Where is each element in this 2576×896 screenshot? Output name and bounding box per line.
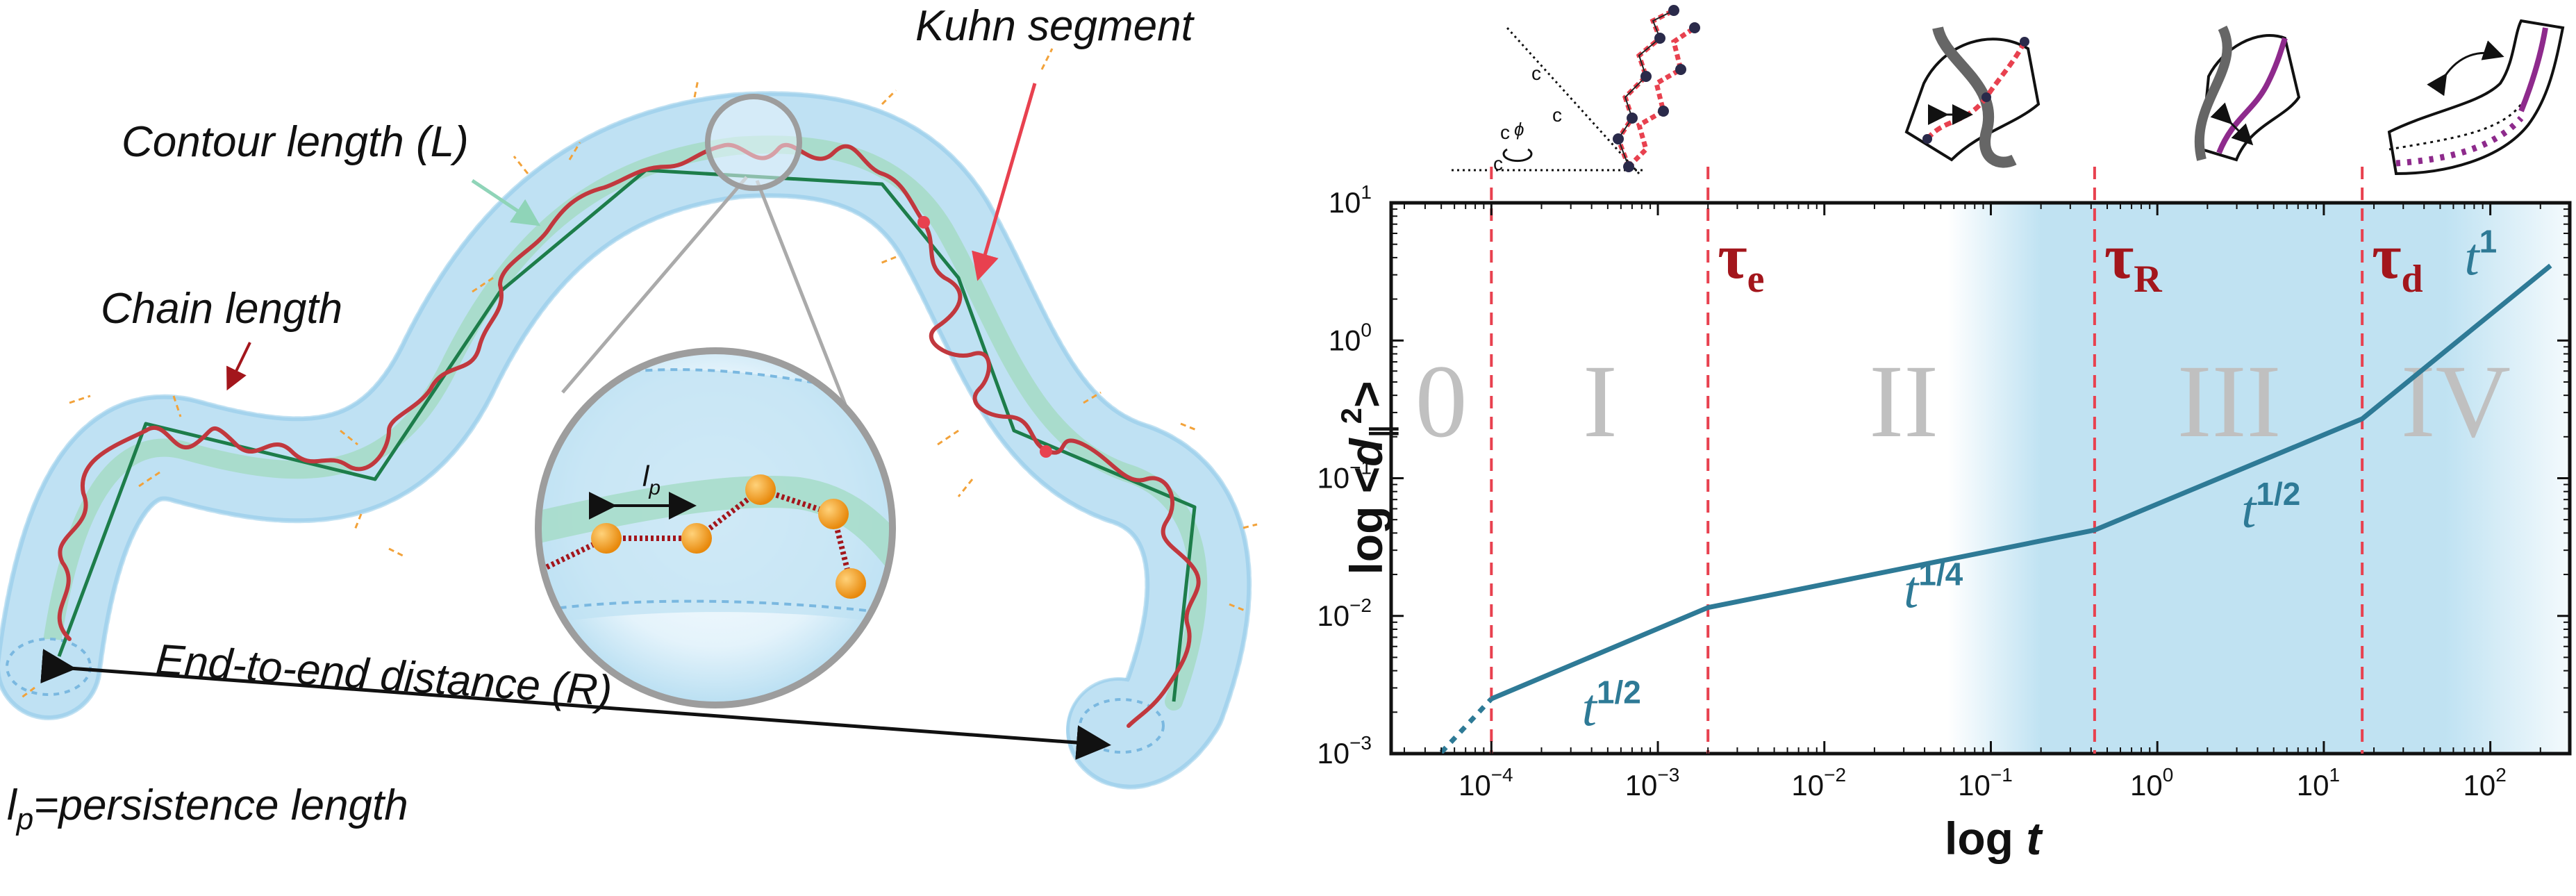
crossover-labels: τe τR τd — [1718, 221, 2423, 301]
shaded-regime — [1947, 203, 2570, 754]
contour-length-label: Contour length (L) — [122, 118, 469, 166]
crossover-lines — [1490, 167, 2364, 754]
crossover-label: τR — [2104, 221, 2162, 301]
tube-inset-3 — [2387, 19, 2565, 176]
msd-chart: c c c c ϕ — [1317, 5, 2572, 864]
regime-label: II — [1869, 344, 1938, 459]
x-tick-label: 102 — [2463, 764, 2506, 802]
crossover-label: τe — [1718, 221, 1764, 301]
inset-c3: c — [1500, 122, 1510, 143]
x-tick-label: 10−4 — [1459, 764, 1513, 802]
lp-inset-label: lp — [642, 460, 660, 499]
x-tick-label: 10−3 — [1625, 764, 1680, 802]
y-tick-label: 10−2 — [1317, 595, 1372, 632]
regime-label: III — [2177, 344, 2282, 459]
x-tick-label: 101 — [2297, 764, 2340, 802]
dihedral-inset: c c c c ϕ — [1452, 5, 1700, 175]
slope-label: t1/4 — [1904, 556, 1963, 620]
slope-label: t1/2 — [2241, 476, 2300, 539]
y-tick-label: 10−1 — [1317, 457, 1372, 495]
x-tick-label: 10−2 — [1791, 764, 1846, 802]
tube-inset-2 — [2194, 25, 2301, 162]
regime-labels: 0 I II III IV — [1415, 344, 2511, 459]
magnified-lens: lp — [535, 347, 896, 708]
end-to-end-label: End-to-end distance (R) — [154, 636, 613, 715]
kuhn-segment-label: Kuhn segment — [915, 2, 1195, 50]
regime-label: 0 — [1415, 344, 1468, 459]
y-tick-label: 100 — [1329, 319, 1372, 356]
inset-c4: c — [1493, 153, 1503, 174]
inset-illustrations: c c c c ϕ — [1452, 5, 2565, 176]
y-tick-label: 101 — [1329, 181, 1372, 219]
msd-series-dashed — [1439, 697, 1493, 754]
inset-c2: c — [1552, 104, 1562, 126]
inset-phi: ϕ — [1514, 119, 1524, 140]
tube-inset-1 — [1904, 26, 2041, 168]
x-axis-label: log t — [1945, 813, 2043, 864]
crossover-label: τd — [2372, 221, 2423, 301]
x-ticks: 10−4 10−3 10−2 10−1 100 101 102 — [1403, 203, 2570, 802]
x-tick-label: 10−1 — [1958, 764, 2013, 802]
y-tick-label: 10−3 — [1317, 732, 1372, 770]
regime-label: IV — [2401, 344, 2511, 459]
end-to-end-arrow — [40, 649, 1111, 760]
regime-label: I — [1583, 344, 1618, 459]
polymer-schematic: lp Kuhn segment Contour length (L) Chain… — [0, 2, 1258, 836]
x-tick-label: 100 — [2130, 764, 2173, 802]
y-ticks: 10−3 10−2 10−1 100 101 — [1317, 181, 2570, 770]
chain-length-label: Chain length — [101, 285, 342, 333]
persistence-length-label: lp=persistence length — [7, 781, 408, 836]
slope-labels: t1/2 t1/4 t1/2 t1 — [1582, 224, 2497, 738]
slope-label: t1/2 — [1582, 674, 1641, 738]
inset-c1: c — [1531, 63, 1541, 84]
small-lens — [705, 94, 802, 191]
y-axis-label: log <d∥2> — [1335, 381, 1399, 574]
slope-label: t1 — [2464, 224, 2497, 287]
